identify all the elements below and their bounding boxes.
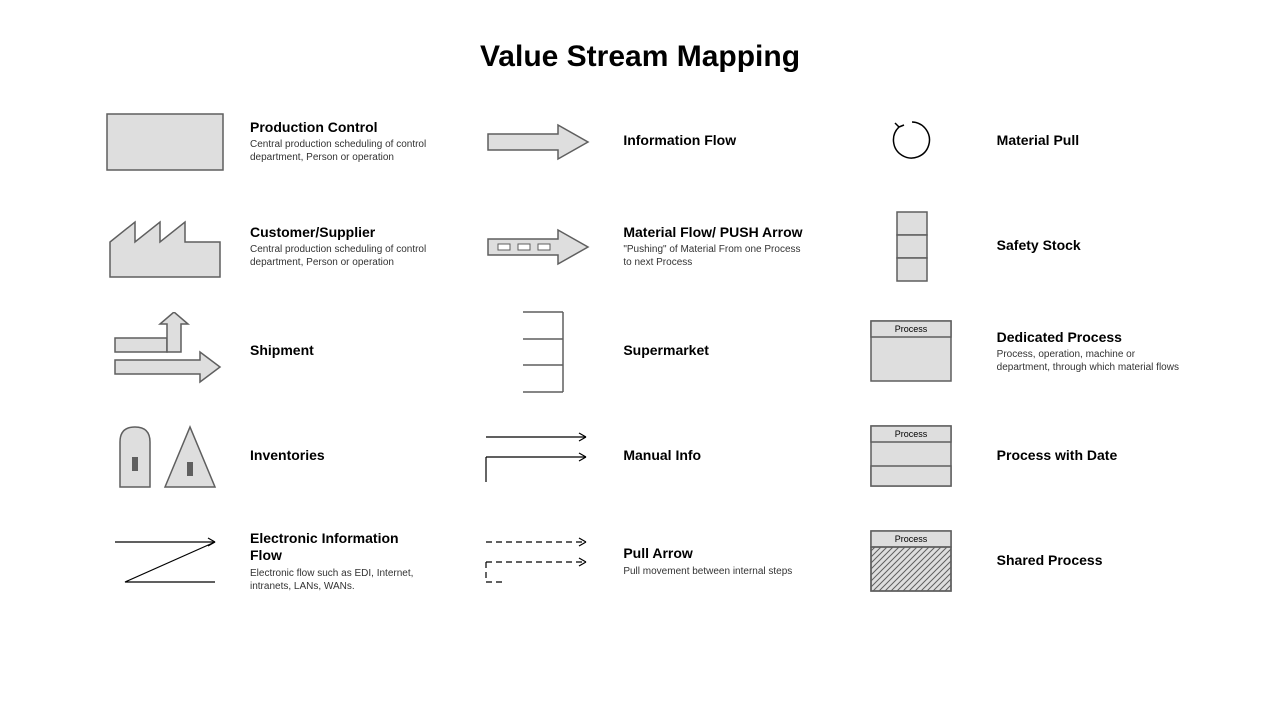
cell-material-pull: Material Pull: [847, 104, 1180, 179]
item-title: Customer/Supplier: [250, 224, 433, 241]
process-with-date-icon: Process: [847, 419, 977, 494]
item-title: Dedicated Process: [997, 329, 1180, 346]
cell-information-flow: Information Flow: [473, 104, 806, 179]
cell-pull-arrow: Pull Arrow Pull movement between interna…: [473, 524, 806, 599]
item-title: Production Control: [250, 119, 433, 136]
item-title: Shared Process: [997, 552, 1180, 569]
shared-process-icon: Process: [847, 524, 977, 599]
production-control-icon: [100, 104, 230, 179]
material-pull-icon: [847, 104, 977, 179]
item-desc: Electronic flow such as EDI, Internet, i…: [250, 567, 433, 593]
symbol-grid: Production Control Central production sc…: [100, 104, 1180, 599]
item-title: Manual Info: [623, 447, 806, 464]
process-label: Process: [895, 534, 928, 544]
information-flow-icon: [473, 104, 603, 179]
customer-supplier-icon: [100, 209, 230, 284]
item-desc: "Pushing" of Material From one Process t…: [623, 243, 806, 269]
item-title: Electronic Information Flow: [250, 530, 433, 564]
cell-supermarket: Supermarket: [473, 314, 806, 389]
cell-material-flow: Material Flow/ PUSH Arrow "Pushing" of M…: [473, 209, 806, 284]
item-desc: Process, operation, machine or departmen…: [997, 348, 1180, 374]
manual-info-icon: [473, 419, 603, 494]
cell-process-with-date: Process Process with Date: [847, 419, 1180, 494]
inventories-icon: [100, 419, 230, 494]
item-title: Material Pull: [997, 132, 1180, 149]
cell-production-control: Production Control Central production sc…: [100, 104, 433, 179]
cell-shared-process: Process Shared Process: [847, 524, 1180, 599]
item-title: Safety Stock: [997, 237, 1180, 254]
process-label: Process: [895, 429, 928, 439]
item-title: Material Flow/ PUSH Arrow: [623, 224, 806, 241]
material-flow-icon: [473, 209, 603, 284]
cell-safety-stock: Safety Stock: [847, 209, 1180, 284]
supermarket-icon: [473, 314, 603, 389]
cell-electronic-info-flow: Electronic Information Flow Electronic f…: [100, 524, 433, 599]
cell-shipment: Shipment: [100, 314, 433, 389]
cell-dedicated-process: Process Dedicated Process Process, opera…: [847, 314, 1180, 389]
page-title: Value Stream Mapping: [100, 40, 1180, 74]
item-title: Supermarket: [623, 342, 806, 359]
cell-inventories: Inventories: [100, 419, 433, 494]
item-title: Pull Arrow: [623, 545, 806, 562]
dedicated-process-icon: Process: [847, 314, 977, 389]
item-desc: Central production scheduling of control…: [250, 138, 433, 164]
cell-manual-info: Manual Info: [473, 419, 806, 494]
electronic-info-flow-icon: [100, 524, 230, 599]
item-title: Process with Date: [997, 447, 1180, 464]
process-label: Process: [895, 324, 928, 334]
item-title: Shipment: [250, 342, 433, 359]
safety-stock-icon: [847, 209, 977, 284]
pull-arrow-icon: [473, 524, 603, 599]
item-desc: Central production scheduling of control…: [250, 243, 433, 269]
cell-customer-supplier: Customer/Supplier Central production sch…: [100, 209, 433, 284]
item-title: Inventories: [250, 447, 433, 464]
shipment-icon: [100, 314, 230, 389]
item-title: Information Flow: [623, 132, 806, 149]
item-desc: Pull movement between internal steps: [623, 565, 806, 578]
